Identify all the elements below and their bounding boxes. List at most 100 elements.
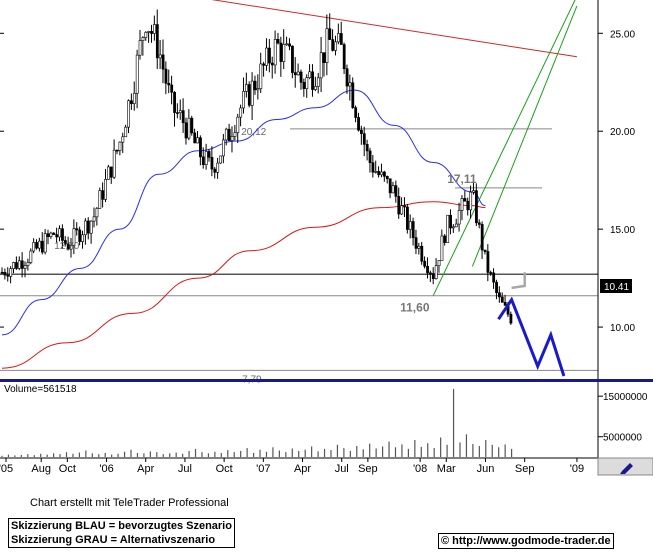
candle-body	[63, 240, 67, 245]
candle-body	[273, 39, 277, 66]
candle-body	[463, 198, 467, 202]
candle-body	[3, 272, 7, 276]
candle-body	[17, 260, 21, 269]
candle-body	[250, 80, 254, 106]
time-tick-label: Mar	[437, 463, 456, 475]
candle-body	[204, 151, 208, 165]
candle-body	[293, 72, 297, 76]
candle-body	[20, 260, 24, 269]
candle-body	[414, 237, 418, 249]
price-tick-label: 15.00	[610, 225, 635, 236]
scenario-blue-path	[497, 296, 566, 377]
candle-body	[314, 86, 317, 90]
time-tick-label: '08	[413, 463, 427, 475]
candle-body	[270, 62, 274, 66]
candle-body	[282, 44, 286, 62]
candle-body	[210, 157, 214, 170]
candle-body	[15, 262, 18, 269]
candle-body	[245, 84, 248, 92]
volume-tick-label: 15000000	[603, 392, 648, 403]
candle-body	[296, 71, 300, 76]
candle-body	[69, 245, 73, 250]
candle-body	[9, 268, 13, 277]
candle-body	[322, 52, 326, 63]
price-axis-ticks: 10.00 15.00 20.00 25.00	[598, 29, 635, 334]
credit-text: Chart erstellt mit TeleTrader Profession…	[30, 497, 229, 509]
candle-body	[475, 190, 478, 224]
green-trend-line	[471, 5, 578, 267]
candle-body	[12, 262, 15, 269]
candle-body	[380, 171, 383, 176]
current-price-box	[600, 279, 632, 293]
candle-body	[233, 132, 237, 137]
candle-body	[66, 243, 70, 250]
ma-blue-line	[1, 89, 486, 336]
price-annotation: 12,70	[54, 241, 79, 252]
candle-body	[161, 54, 165, 70]
candle-body	[193, 132, 197, 144]
candle-body	[454, 223, 458, 228]
candle-body	[365, 144, 369, 152]
time-tick-label: Apr	[294, 463, 311, 475]
candle-body	[32, 242, 36, 252]
candle-body	[319, 52, 323, 79]
candle-body	[377, 171, 381, 176]
candle-body	[176, 112, 179, 114]
candle-body	[360, 129, 363, 134]
candle-body	[29, 250, 33, 263]
candle-body	[374, 171, 378, 173]
time-axis: '05 Aug Oct '06 Apr Jul Oct '07 Apr Jul Sep '08 Mar J…	[0, 458, 584, 475]
candle-body	[354, 107, 358, 118]
candle-body	[167, 83, 171, 86]
candle-body	[279, 42, 283, 62]
candle-body	[253, 80, 257, 91]
candle-body	[262, 63, 266, 66]
candle-body	[72, 228, 76, 246]
legend-blue: Skizzierung BLAU = bevorzugtes Szenario	[11, 520, 232, 532]
price-tick-label: 10.00	[610, 323, 635, 334]
candle-body	[239, 107, 243, 118]
candle-body	[227, 128, 231, 141]
candle-body	[388, 178, 392, 194]
candle-body	[78, 229, 82, 242]
candle-body	[449, 214, 452, 229]
candle-body	[98, 190, 102, 209]
draw-tool-button[interactable]	[597, 457, 653, 476]
candle-body	[35, 242, 38, 249]
candle-body	[164, 68, 168, 84]
candle-body	[368, 150, 372, 163]
candle-body	[466, 200, 470, 211]
candle-body	[268, 47, 271, 64]
candle-body	[337, 33, 340, 43]
candle-body	[104, 179, 107, 200]
candle-body	[426, 265, 429, 274]
candle-body	[247, 84, 251, 106]
time-tick-label: Sep	[515, 463, 535, 475]
price-tick-label: 25.00	[610, 29, 635, 40]
candle-body	[328, 28, 332, 40]
candle-body	[276, 39, 280, 44]
candle-body	[118, 141, 122, 151]
candle-body	[285, 43, 289, 46]
price-candles	[0, 9, 513, 325]
volume-axis-ticks: 5000000 15000000	[598, 392, 648, 444]
time-tick-label: Aug	[31, 463, 51, 475]
candle-body	[178, 110, 182, 114]
candle-body	[219, 155, 222, 164]
price-annotation: 17,11	[447, 172, 477, 186]
candle-body	[259, 63, 263, 89]
candle-body	[423, 260, 427, 267]
candle-body	[334, 41, 337, 51]
candle-body	[431, 273, 435, 280]
candle-body	[489, 272, 493, 274]
price-annotation: 11,60	[400, 301, 430, 315]
candle-body	[49, 232, 53, 237]
candle-body	[256, 88, 260, 91]
candle-body	[184, 122, 188, 139]
candle-body	[58, 228, 61, 238]
source-url[interactable]: © http://www.godmode-trader.de	[438, 533, 614, 549]
candle-body	[302, 82, 306, 90]
time-tick-label: Jul	[178, 463, 192, 475]
candle-body	[348, 82, 352, 87]
candle-body	[101, 190, 105, 200]
